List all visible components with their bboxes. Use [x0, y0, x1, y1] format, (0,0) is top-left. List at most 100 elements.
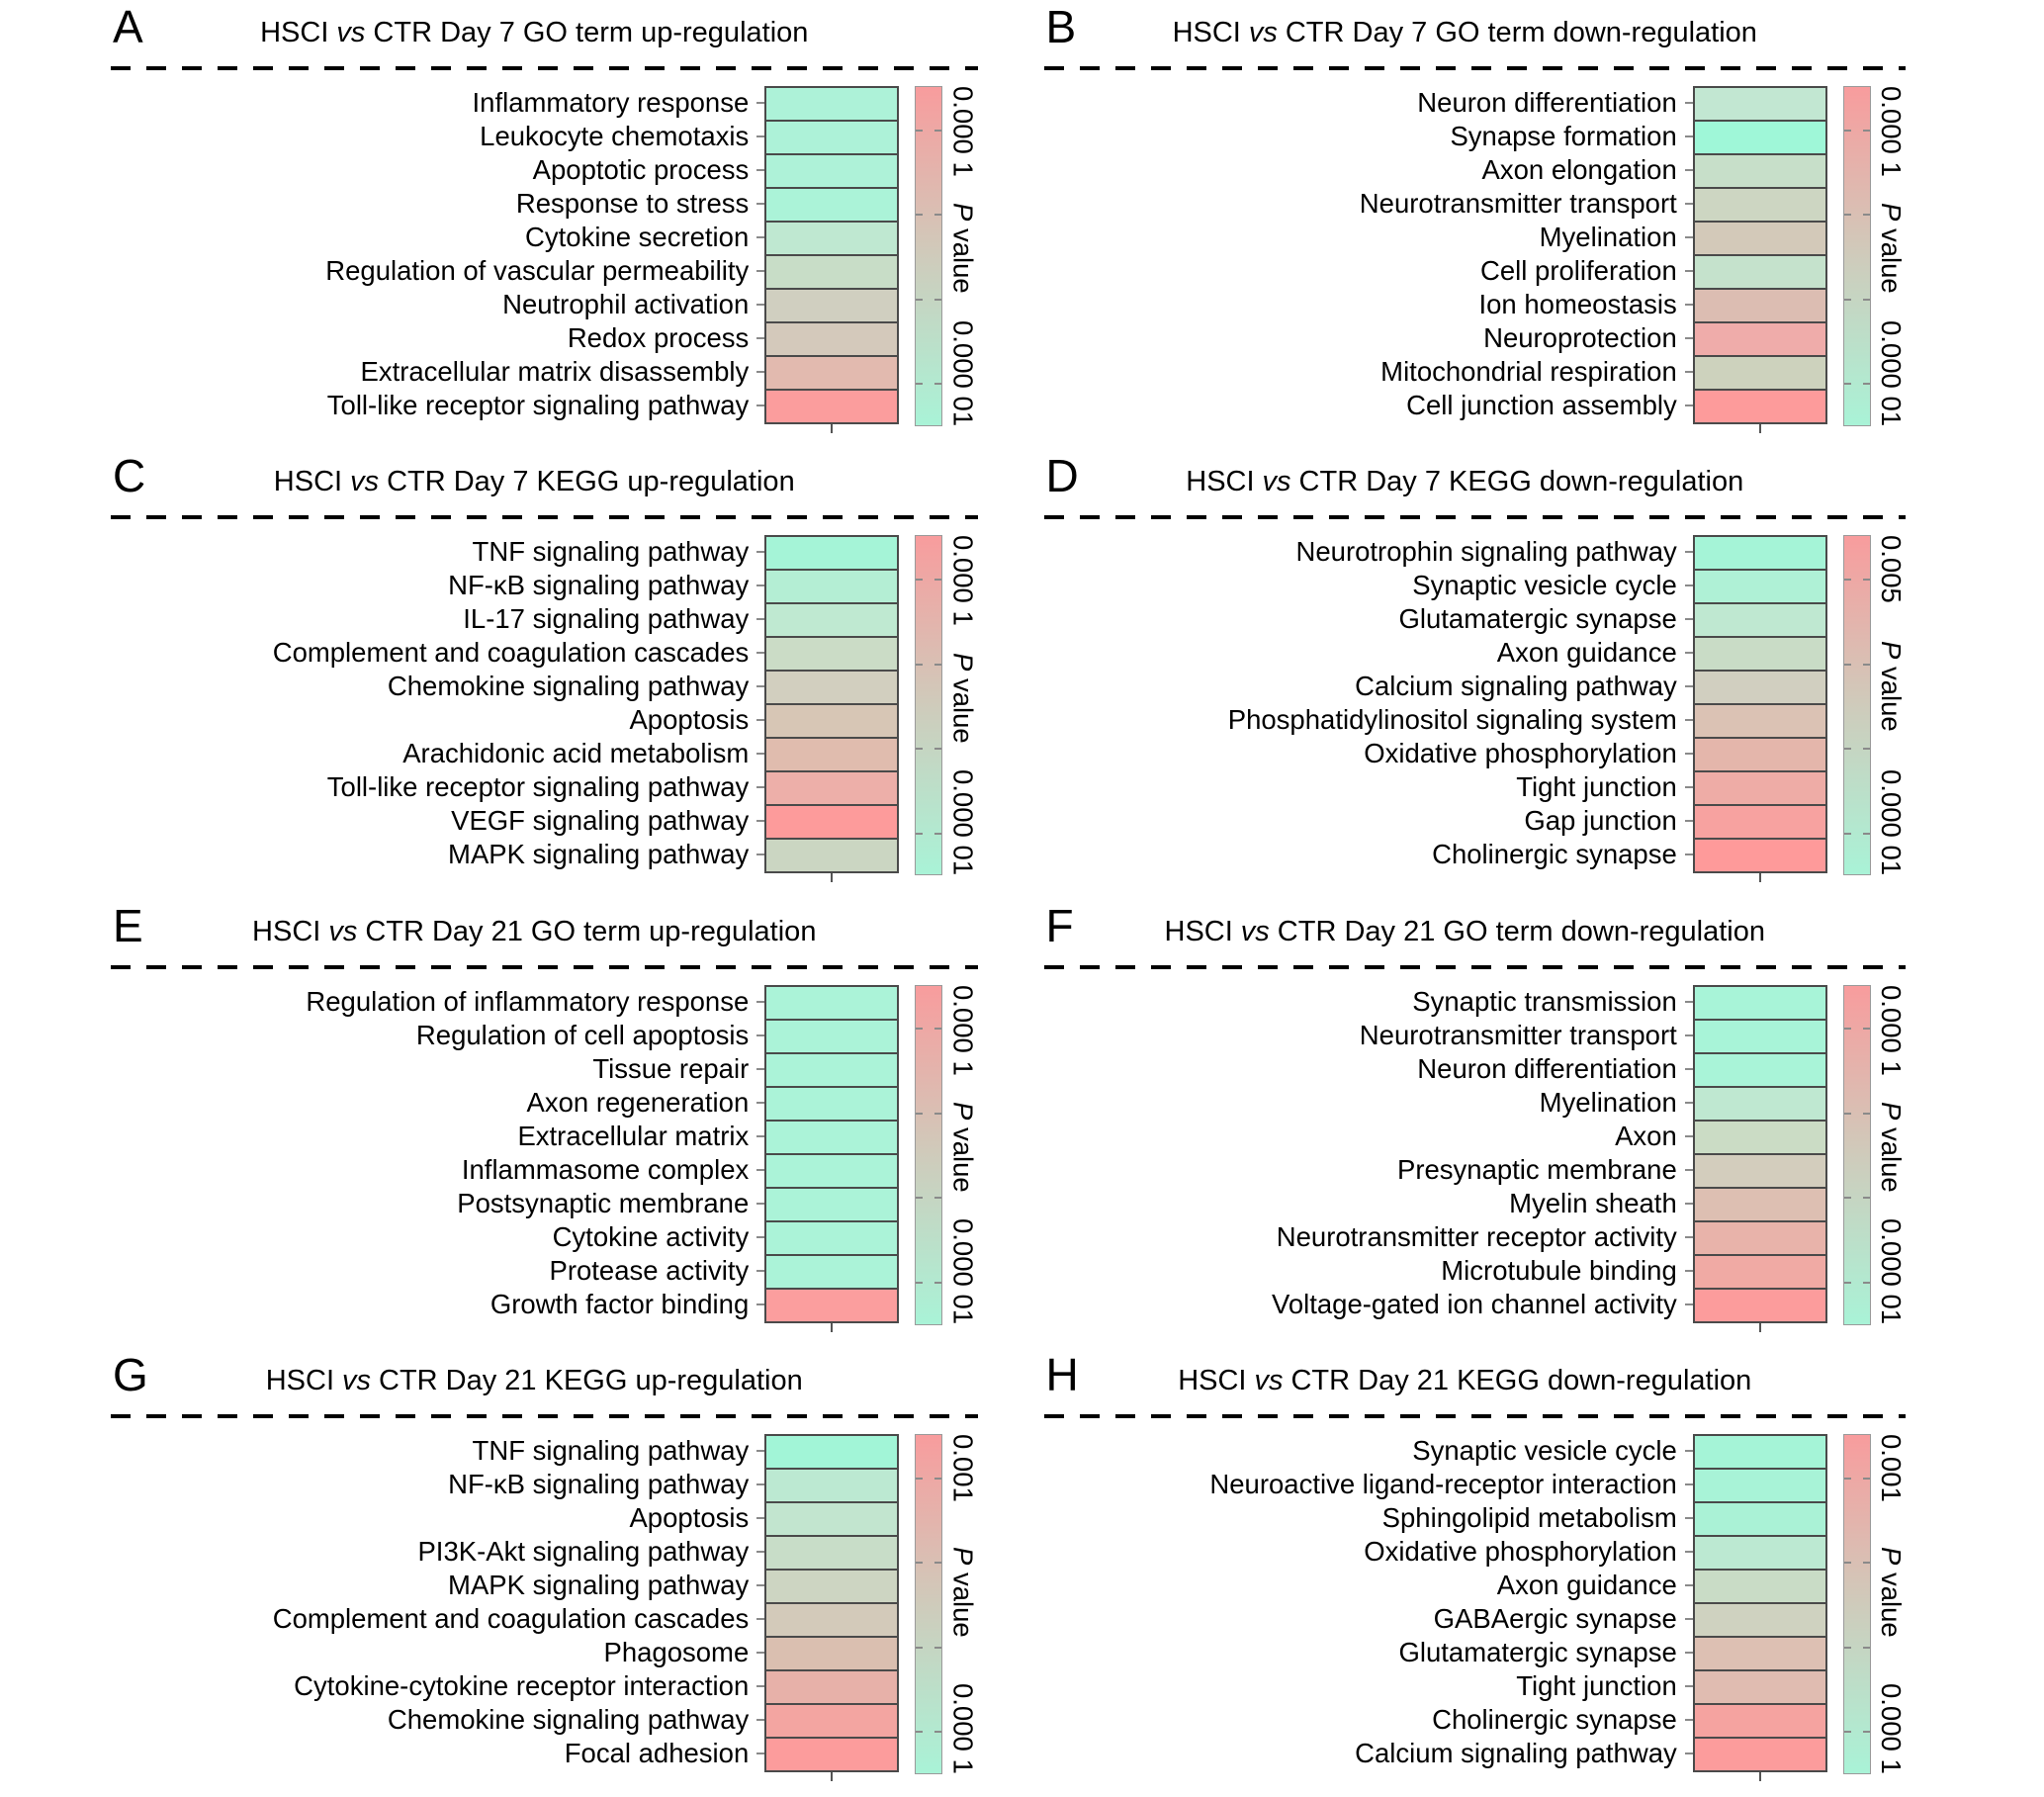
row-axis-tick	[1684, 1569, 1693, 1602]
term-label: Mitochondrial respiration	[1380, 356, 1677, 387]
term-label: Ion homeostasis	[1478, 289, 1677, 319]
colorbar-group: 0.000 1 P value 0.000 01	[915, 86, 979, 426]
term-label: Synaptic vesicle cycle	[1412, 1434, 1677, 1466]
heatmap-cells	[1692, 1433, 1827, 1772]
colorbar-tick	[934, 1112, 942, 1115]
row-axis-tick	[755, 1052, 765, 1086]
title-vs: vs	[336, 17, 366, 48]
colorbar-tick	[1862, 1562, 1870, 1564]
bottom-axis-tick	[831, 424, 834, 433]
heatmap-cell	[766, 772, 898, 807]
row-axis-tick	[755, 1602, 765, 1636]
heatmap-cell	[766, 739, 898, 773]
term-label: Regulation of vascular permeability	[325, 255, 750, 286]
term-label: Cholinergic synapse	[1432, 839, 1677, 870]
title-vs: vs	[1254, 1364, 1284, 1396]
colorbar-tick	[934, 1562, 942, 1564]
term-label: Oxidative phosphorylation	[1364, 738, 1677, 769]
pvalue-rest: value	[947, 671, 979, 744]
term-label: Cell proliferation	[1480, 255, 1677, 286]
row-axis-tick	[755, 1569, 765, 1602]
term-label: Glutamatergic synapse	[1398, 603, 1677, 635]
colorbar-min-label: 0.000 01	[1876, 1218, 1907, 1325]
colorbar-tick	[1862, 1281, 1870, 1284]
row-axis-tick	[755, 636, 765, 670]
colorbar-title: P value	[947, 1102, 979, 1193]
heatmap-cell	[766, 1536, 898, 1571]
term-label: TNF signaling pathway	[472, 536, 750, 568]
heatmap-column	[764, 86, 900, 433]
row-axis-tick	[1684, 1254, 1693, 1288]
colorbar-tick	[1862, 1112, 1870, 1115]
colorbar	[1842, 86, 1871, 426]
heatmap-cell	[1694, 357, 1825, 391]
colorbar-tick	[1843, 748, 1851, 750]
title-text: HSCI	[1164, 915, 1233, 947]
pvalue-p: P	[947, 652, 979, 672]
colorbar-min-label: 0.000 01	[947, 319, 979, 426]
heatmap-cell	[1694, 256, 1825, 290]
term-label: Neutrophil activation	[502, 289, 750, 319]
term-label: Cell junction assembly	[1406, 390, 1677, 420]
heatmap-cell	[766, 1087, 898, 1122]
row-axis-tick	[1684, 737, 1693, 770]
colorbar-tick	[1843, 1562, 1851, 1564]
heatmap-column	[1692, 984, 1827, 1332]
colorbar-tick	[916, 1197, 924, 1200]
heatmap-D: Neurotrophin signaling pathway Synaptic v…	[1044, 535, 1907, 883]
row-axis-tick	[755, 254, 765, 288]
colorbar-tick	[934, 383, 942, 386]
colorbar-group: 0.001 P value 0.000 1	[1842, 1433, 1907, 1774]
heatmap-cell	[1694, 155, 1825, 189]
row-axis-tick	[755, 1220, 765, 1254]
heatmap-column	[764, 1433, 900, 1781]
dashed-divider	[111, 964, 978, 969]
heatmap-cell	[766, 537, 898, 572]
term-label: Toll-like receptor signaling pathway	[326, 390, 750, 420]
row-axis-tick	[755, 535, 765, 569]
colorbar-group: 0.000 1 P value 0.000 01	[915, 984, 979, 1325]
colorbar	[915, 1433, 943, 1774]
heatmap-cell	[1694, 1502, 1825, 1537]
term-label: Neurotrophin signaling pathway	[1295, 536, 1677, 568]
term-label: Tissue repair	[592, 1052, 750, 1084]
colorbar-tick	[916, 1477, 924, 1480]
colorbar-group: 0.000 1 P value 0.000 01	[1842, 86, 1907, 426]
bottom-axis-tick	[1758, 873, 1761, 883]
term-label: Myelin sheath	[1509, 1187, 1677, 1218]
term-label: Neuroactive ligand-receptor interaction	[1209, 1468, 1677, 1499]
colorbar-title: P value	[947, 203, 979, 294]
term-label: Apoptotic process	[532, 154, 750, 185]
row-axis-tick	[755, 221, 765, 254]
heatmap-cell	[1694, 772, 1825, 807]
term-label: Calcium signaling pathway	[1355, 1737, 1677, 1768]
panel-title: HSCI vs CTR Day 7 KEGG down-regulation	[1044, 459, 1907, 499]
colorbar-tick	[934, 1477, 942, 1480]
title-vs: vs	[342, 1364, 372, 1396]
heatmap-cell	[1694, 806, 1825, 841]
colorbar-tick	[916, 129, 924, 132]
title-vs: vs	[350, 466, 380, 498]
panel-header: G HSCI vs CTR Day 21 KEGG up-regulation	[111, 1352, 978, 1405]
pvalue-rest: value	[1876, 221, 1907, 295]
colorbar-title: P value	[947, 1547, 979, 1638]
colorbar-tick	[1862, 214, 1870, 217]
row-axis-tick	[755, 1288, 765, 1321]
panel-title: HSCI vs CTR Day 21 KEGG down-regulation	[1044, 1358, 1907, 1398]
term-labels: Synaptic vesicle cycle Neuroactive ligand…	[1044, 1434, 1684, 1770]
title-vs: vs	[328, 915, 358, 947]
heatmap-cell	[766, 986, 898, 1021]
heatmap-column	[1692, 535, 1827, 883]
row-axis-tick	[1684, 1120, 1693, 1153]
colorbar-tick	[1862, 1731, 1870, 1733]
colorbar-tick	[1862, 383, 1870, 386]
colorbar-tick	[916, 748, 924, 750]
heatmap-cell	[1694, 1469, 1825, 1503]
colorbar-tick	[934, 1646, 942, 1649]
row-axis-tick	[1684, 1535, 1693, 1569]
axis-ticks	[755, 86, 765, 422]
heatmap-column	[1692, 1433, 1827, 1781]
colorbar-title: P value	[1876, 1102, 1907, 1193]
term-label: Leukocyte chemotaxis	[480, 121, 750, 151]
panel-A: A HSCI vs CTR Day 7 GO term up-regulation …	[0, 0, 1022, 449]
